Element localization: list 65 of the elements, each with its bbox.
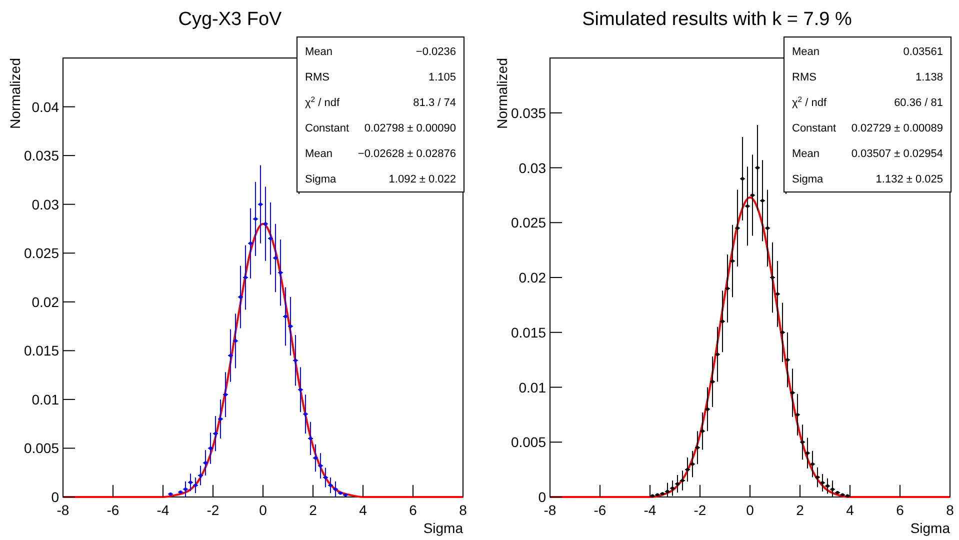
- x-tick-label: 0: [259, 502, 268, 518]
- y-tick-label: 0.01: [518, 379, 546, 396]
- text: −0.0236: [416, 46, 456, 58]
- y-tick-label: 0.035: [510, 104, 546, 121]
- x-tick-label: -8: [56, 502, 70, 518]
- annotation: Mean: [792, 148, 820, 160]
- x-axis-title: Sigma: [423, 520, 464, 536]
- annotation: 1.092 ± 0.022: [388, 174, 456, 186]
- x-tick-label: 4: [359, 502, 368, 518]
- x-tick-label: -8: [544, 502, 556, 518]
- x-tick-label: 2: [309, 502, 318, 518]
- y-tick-label: 0.015: [510, 324, 546, 340]
- x-tick-label: -6: [594, 502, 606, 518]
- y-tick-label: 0.015: [24, 342, 60, 359]
- x-tick-label: -4: [156, 502, 170, 518]
- annotation: 1.105: [428, 72, 456, 84]
- chart-title: Simulated results with k = 7.9 %: [582, 9, 852, 30]
- annotation: Constant: [305, 122, 350, 134]
- x-tick-label: 4: [846, 502, 854, 518]
- x-tick-label: -4: [644, 502, 656, 518]
- x-tick-label: 0: [746, 502, 754, 518]
- annotation: Mean: [305, 148, 333, 160]
- y-tick-label: 0.035: [24, 148, 60, 164]
- y-tick-label: 0: [51, 489, 60, 505]
- y-tick-label: 0.025: [24, 245, 60, 262]
- annotation: 81.3 / 74: [413, 97, 456, 109]
- y-axis-title: Normalized: [7, 58, 23, 129]
- x-tick-label: -2: [694, 502, 706, 518]
- annotation: 60.36 / 81: [894, 97, 943, 109]
- y-tick-label: 0.02: [32, 294, 60, 310]
- x-tick-label: -2: [206, 502, 220, 518]
- y-tick-label: 0.005: [510, 434, 546, 450]
- annotation: Sigma: [305, 174, 338, 186]
- annotation: χ$^{2}$ / ndf: [792, 94, 828, 109]
- y-tick-label: 0.04: [32, 98, 60, 115]
- chart-title: Cyg-X3 FoV: [178, 9, 282, 30]
- x-axis-title: Sigma: [910, 520, 950, 536]
- x-tick-label: 2: [796, 502, 804, 518]
- y-tick-label: 0: [538, 489, 546, 505]
- text: 0.03561: [903, 46, 943, 58]
- annotation: RMS: [305, 72, 330, 84]
- x-tick-label: 6: [896, 502, 904, 518]
- y-tick-label: 0.025: [510, 214, 546, 231]
- annotation: Constant: [792, 122, 836, 134]
- x-tick-label: 8: [459, 502, 468, 518]
- annotation: 0.02729 ± 0.00089: [851, 122, 943, 134]
- annotation: 0.02798 ± 0.00090: [364, 122, 456, 134]
- annotation: 1.132 ± 0.025: [876, 174, 943, 186]
- x-tick-label: -6: [106, 502, 120, 518]
- y-tick-label: 0.02: [518, 270, 546, 286]
- annotation: 0.03507 ± 0.02954: [851, 148, 943, 160]
- text: Mean: [305, 46, 333, 58]
- y-tick-label: 0.03: [518, 160, 546, 176]
- x-tick-label: 6: [409, 502, 418, 518]
- annotation: RMS: [792, 72, 816, 84]
- y-tick-label: 0.005: [24, 440, 60, 456]
- annotation: χ$^{2}$ / ndf: [305, 94, 340, 109]
- annotation: Sigma: [792, 174, 824, 186]
- y-tick-label: 0.01: [32, 391, 60, 408]
- y-axis-title: Normalized: [494, 58, 510, 129]
- x-tick-label: 8: [946, 502, 954, 518]
- y-tick-label: 0.03: [32, 196, 60, 212]
- text: Mean: [792, 46, 820, 58]
- annotation: −0.02628 ± 0.02876: [358, 148, 456, 160]
- annotation: 1.138: [915, 72, 943, 84]
